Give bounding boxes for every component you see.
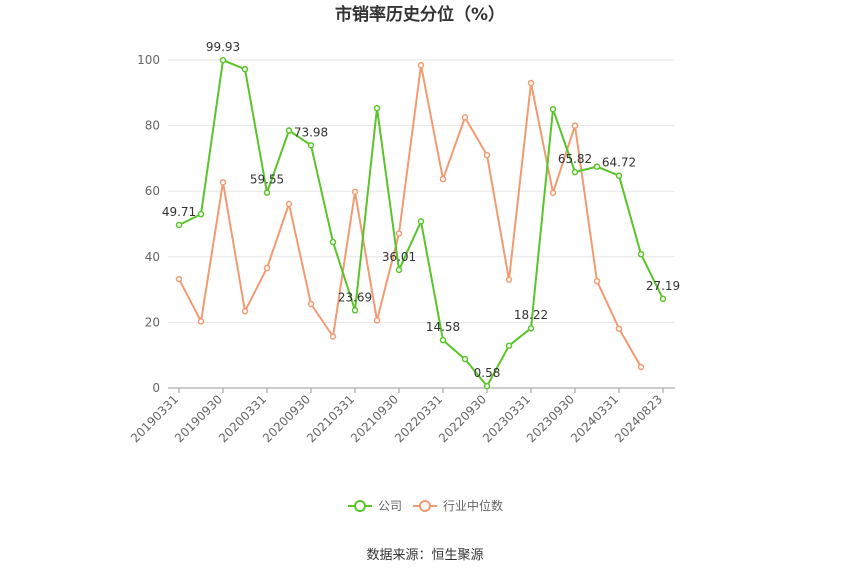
data-point <box>351 188 359 196</box>
data-label: 64.72 <box>602 156 636 170</box>
series-line-1 <box>178 64 642 368</box>
data-point <box>571 168 579 176</box>
data-point <box>417 61 425 69</box>
x-axis: 2019033120190930202003312020093020210331… <box>128 387 675 445</box>
data-point <box>351 307 359 314</box>
data-point <box>329 238 337 246</box>
data-point <box>197 210 205 218</box>
data-point <box>593 163 601 170</box>
data-point <box>307 142 315 149</box>
grid-lines <box>168 59 675 323</box>
data-point <box>461 114 469 121</box>
legend-marker <box>419 500 431 512</box>
data-point <box>483 151 491 159</box>
legend-label: 行业中位数 <box>443 498 503 513</box>
data-point <box>659 295 667 303</box>
data-point <box>241 65 249 73</box>
data-point <box>637 363 645 371</box>
data-label: 18.22 <box>514 308 548 322</box>
data-point <box>285 200 293 208</box>
data-point <box>593 277 601 285</box>
chart-title: 市销率历史分位（%） <box>335 4 505 25</box>
y-axis: 0 20 40 60 80 100 <box>137 53 160 395</box>
data-point <box>373 104 381 112</box>
data-label: 36.01 <box>382 250 416 264</box>
data-point <box>549 105 557 113</box>
data-label: 0.58 <box>474 366 501 380</box>
legend-label: 公司 <box>378 499 402 513</box>
data-point <box>615 172 623 179</box>
y-tick-label: 40 <box>145 250 160 264</box>
data-point <box>395 230 403 237</box>
x-tick-label: 20240823 <box>612 392 665 445</box>
data-label: 65.82 <box>558 152 592 166</box>
data-point <box>461 355 469 363</box>
data-point <box>175 221 183 229</box>
data-point <box>417 218 425 225</box>
data-label: 59.55 <box>250 173 284 187</box>
data-label: 99.93 <box>206 40 240 54</box>
data-point <box>285 127 293 134</box>
y-tick-label: 0 <box>152 381 160 395</box>
y-tick-label: 60 <box>145 184 160 198</box>
data-point <box>571 122 579 129</box>
data-source: 数据来源：恒生聚源 <box>366 548 483 563</box>
data-point <box>263 189 271 196</box>
data-point <box>505 342 513 349</box>
data-point <box>549 189 557 197</box>
y-tick-label: 20 <box>145 315 160 329</box>
series-group <box>175 56 667 390</box>
legend-marker <box>354 500 366 512</box>
data-point <box>395 266 403 274</box>
data-point <box>175 275 183 283</box>
data-point <box>615 325 623 332</box>
data-point <box>307 300 315 308</box>
data-label: 73.98 <box>294 125 328 139</box>
data-point <box>219 56 227 64</box>
legend[interactable]: 公司 行业中位数 <box>348 498 503 513</box>
data-point <box>527 324 535 332</box>
data-label: 27.19 <box>646 279 680 293</box>
data-point <box>197 318 205 325</box>
data-point <box>439 175 447 183</box>
data-point <box>329 333 337 340</box>
data-label: 49.71 <box>162 205 196 219</box>
data-point <box>527 79 535 87</box>
data-point <box>263 264 271 272</box>
data-point <box>219 179 227 186</box>
data-label: 14.58 <box>426 320 460 334</box>
data-labels: 49.71 99.93 59.55 73.98 23.69 36.01 14.58 0.58 1… <box>162 40 680 380</box>
data-point <box>637 250 645 258</box>
data-label: 23.69 <box>338 290 372 304</box>
y-tick-label: 100 <box>137 53 160 67</box>
legend-item-0[interactable]: 公司 <box>348 499 402 513</box>
data-point <box>483 382 491 390</box>
legend-item-1[interactable]: 行业中位数 <box>413 498 503 513</box>
data-point <box>373 317 381 324</box>
data-point <box>439 336 447 344</box>
y-tick-label: 80 <box>145 119 160 133</box>
data-point <box>241 307 249 315</box>
data-point <box>505 276 513 284</box>
